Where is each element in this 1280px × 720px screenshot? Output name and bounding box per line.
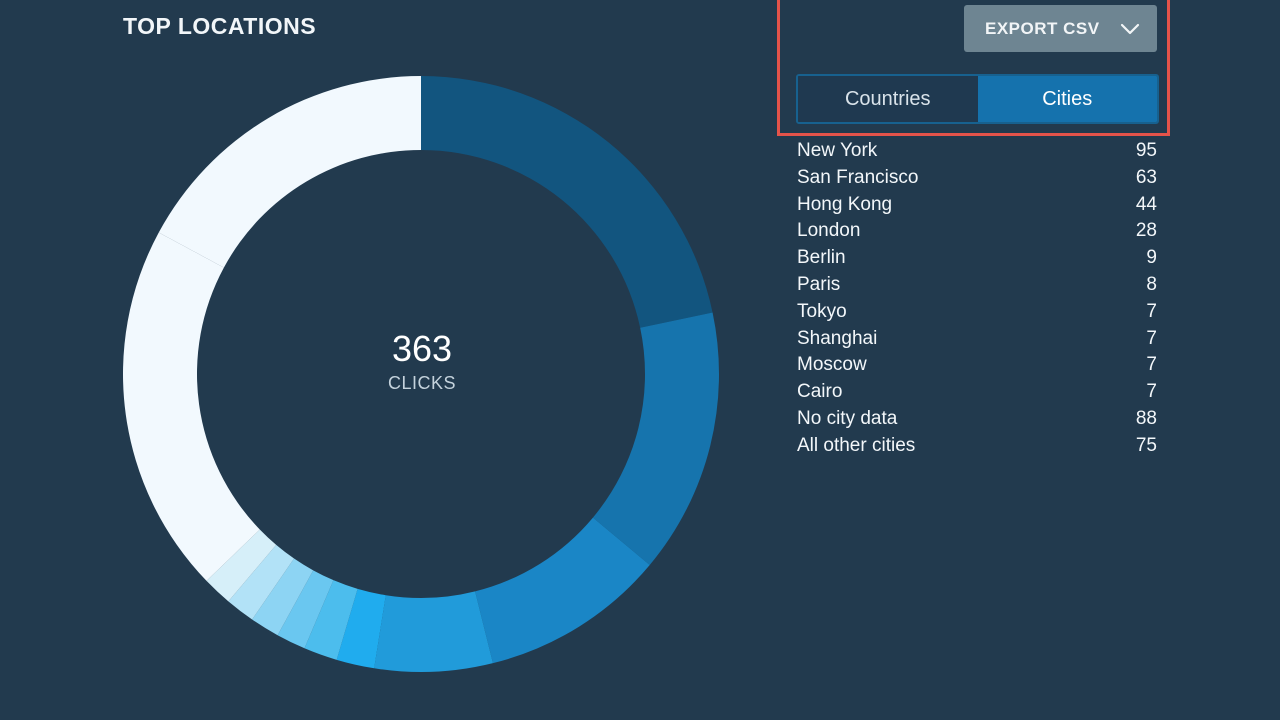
location-row: All other cities 75 <box>797 433 1157 460</box>
location-row: Cairo 7 <box>797 379 1157 406</box>
highlight-box <box>777 0 1170 136</box>
location-name: Cairo <box>797 381 843 403</box>
location-count: 7 <box>1146 354 1157 376</box>
location-name: London <box>797 220 861 242</box>
location-name: Shanghai <box>797 327 878 349</box>
location-row: No city data 88 <box>797 406 1157 433</box>
donut-slice-san-francisco[interactable] <box>592 312 719 566</box>
donut-slice-berlin[interactable] <box>336 588 386 669</box>
location-row: Berlin 9 <box>797 245 1157 272</box>
location-name: New York <box>797 140 878 161</box>
location-count: 8 <box>1146 273 1157 295</box>
location-row: London 28 <box>797 218 1157 245</box>
location-name: Hong Kong <box>797 193 893 215</box>
donut-slice-london[interactable] <box>374 591 493 672</box>
location-row: Paris 8 <box>797 272 1157 299</box>
donut-slice-cairo[interactable] <box>206 529 277 602</box>
location-name: San Francisco <box>797 166 919 188</box>
export-csv-label: EXPORT CSV <box>985 18 1100 38</box>
donut-svg <box>122 76 719 672</box>
location-count: 75 <box>1135 434 1157 456</box>
donut-slice-hong-kong[interactable] <box>475 517 650 664</box>
location-list: New York 95 San Francisco 63 Hong Kong 44 Lond… <box>797 138 1157 460</box>
location-name: Moscow <box>797 354 867 376</box>
location-name: No city data <box>797 407 898 429</box>
total-clicks-value: 363 <box>391 328 453 369</box>
location-name: Tokyo <box>797 300 847 322</box>
donut-chart <box>120 73 722 675</box>
donut-slice-paris[interactable] <box>304 580 358 660</box>
location-row: Hong Kong 44 <box>797 192 1157 219</box>
location-count: 44 <box>1135 193 1157 215</box>
location-name: All other cities <box>797 434 916 456</box>
chevron-down-icon <box>1120 23 1140 35</box>
toggle-countries[interactable]: Countries <box>798 76 978 122</box>
location-count: 7 <box>1146 327 1157 349</box>
location-row: New York 95 <box>797 138 1157 165</box>
donut-slice-all-other-cities[interactable] <box>158 76 422 268</box>
donut-slice-new-york[interactable] <box>421 76 713 328</box>
location-count: 7 <box>1146 300 1157 322</box>
donut-slice-tokyo[interactable] <box>277 570 334 649</box>
donut-slice-no-city-data[interactable] <box>122 232 260 581</box>
export-csv-button[interactable]: EXPORT CSV <box>964 5 1157 52</box>
location-row: Shanghai 7 <box>797 326 1157 353</box>
location-count: 88 <box>1135 407 1157 429</box>
donut-slice-shanghai[interactable] <box>252 558 314 636</box>
location-count: 63 <box>1135 166 1157 188</box>
location-count: 95 <box>1135 140 1157 161</box>
location-type-toggle: Countries Cities <box>796 74 1159 124</box>
section-title: TOP LOCATIONS <box>123 13 317 39</box>
location-row: San Francisco 63 <box>797 165 1157 192</box>
location-count: 28 <box>1135 220 1157 242</box>
location-count: 9 <box>1146 247 1157 269</box>
location-name: Berlin <box>797 247 846 269</box>
donut-slice-moscow[interactable] <box>228 544 295 620</box>
location-row: Tokyo 7 <box>797 299 1157 326</box>
toggle-cities[interactable]: Cities <box>977 76 1157 122</box>
total-clicks-label: CLICKS <box>387 373 457 393</box>
location-count: 7 <box>1146 381 1157 403</box>
location-name: Paris <box>797 273 841 295</box>
location-row: Moscow 7 <box>797 352 1157 379</box>
